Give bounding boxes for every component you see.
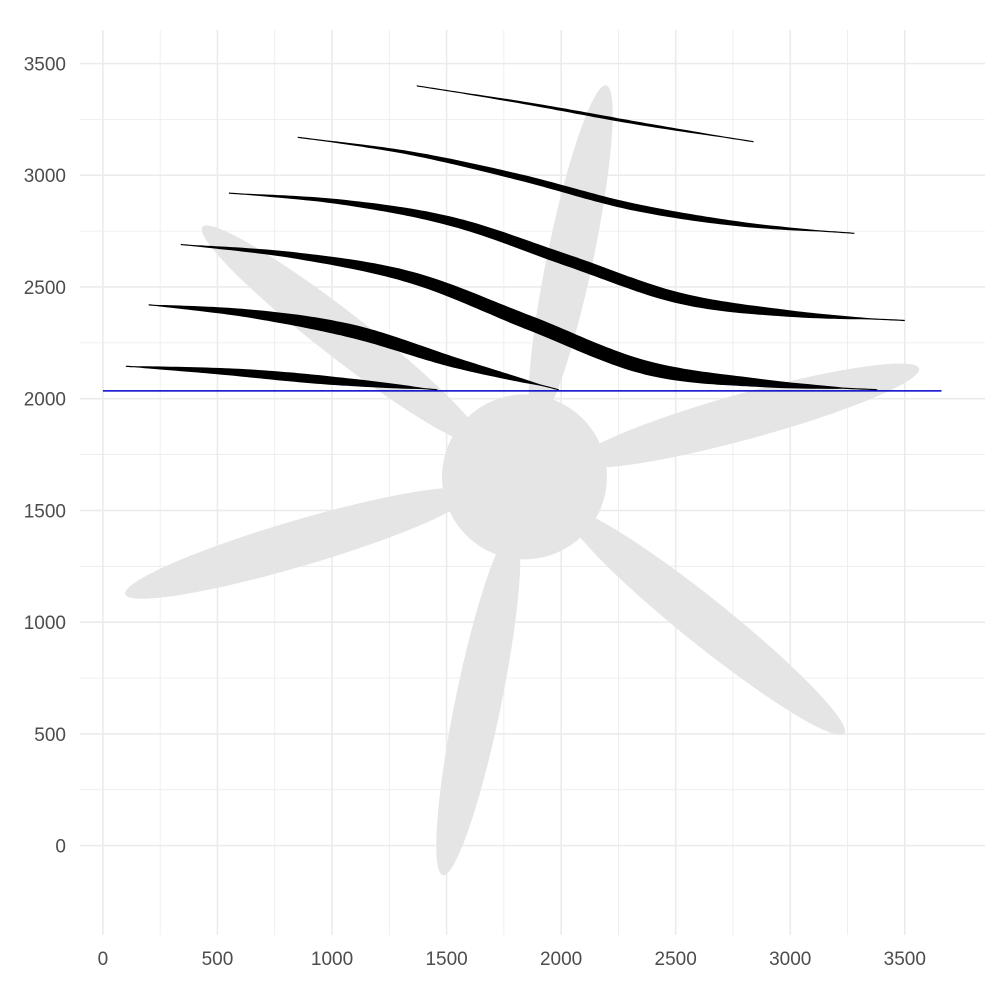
y-tick-label: 0 [55, 837, 66, 858]
grid-layer [80, 30, 985, 935]
x-tick-label: 2500 [655, 949, 697, 970]
x-tick-label: 0 [98, 949, 109, 970]
propeller-blade-2 [576, 363, 920, 468]
x-tick-label: 1000 [311, 949, 353, 970]
y-tick-label: 2500 [24, 278, 66, 299]
series-stroke-1 [416, 85, 754, 143]
propeller-shape [125, 85, 920, 876]
axis-labels: 0 500 1000 1500 2000 2500 3000 3500 0 500 1000 1500… [24, 55, 926, 970]
x-tick-label: 2000 [540, 949, 582, 970]
series-stroke-3 [228, 192, 905, 322]
y-tick-label: 1500 [24, 501, 66, 522]
series-stroke-6 [125, 365, 438, 391]
x-tick-label: 3500 [884, 949, 926, 970]
x-tick-label: 3000 [769, 949, 811, 970]
y-tick-label: 3500 [24, 55, 66, 76]
series-layer [125, 85, 905, 391]
y-tick-label: 1000 [24, 613, 66, 634]
y-tick-label: 2000 [24, 390, 66, 411]
propeller-hub [442, 394, 607, 560]
y-tick-label: 3000 [24, 166, 66, 187]
propeller-blade-3 [565, 509, 846, 735]
propeller-blade-4 [436, 529, 521, 876]
x-tick-label: 1500 [425, 949, 467, 970]
x-tick-label: 500 [202, 949, 234, 970]
y-tick-label: 500 [34, 725, 66, 746]
propeller-blade-5 [125, 487, 473, 599]
series-stroke-4 [180, 243, 878, 391]
